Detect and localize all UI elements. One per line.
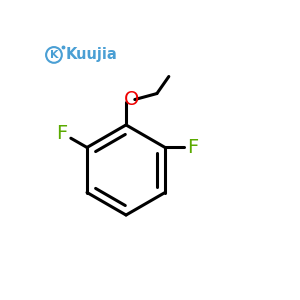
Text: O: O	[124, 90, 140, 109]
Text: F: F	[56, 124, 68, 142]
Text: F: F	[187, 138, 198, 157]
Text: Kuujia: Kuujia	[65, 47, 117, 62]
Text: K: K	[50, 50, 58, 60]
